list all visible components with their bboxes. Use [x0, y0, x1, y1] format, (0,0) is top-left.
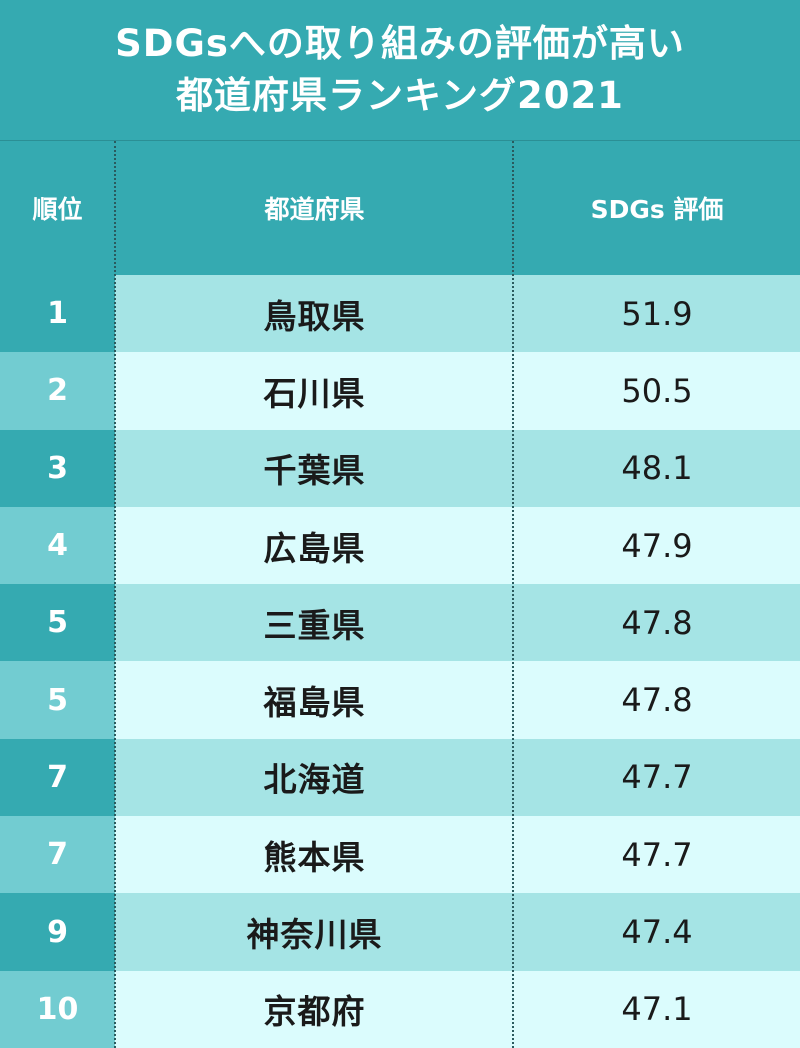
table-row: 5 三重県 47.8: [0, 584, 800, 662]
title-line-2: 都道府県ランキング2021: [176, 74, 624, 117]
table-row: 7 熊本県 47.7: [0, 816, 800, 894]
score-cell: 47.8: [621, 603, 693, 642]
chart-title: SDGsへの取り組みの評価が高い 都道府県ランキング2021: [0, 0, 800, 141]
prefecture-cell: 石川県: [263, 373, 366, 413]
header-rank: 順位: [32, 195, 83, 224]
title-line-1: SDGsへの取り組みの評価が高い: [115, 22, 685, 65]
score-cell: 47.8: [621, 681, 693, 720]
score-cell: 47.7: [621, 758, 693, 797]
score-cell: 48.1: [621, 449, 693, 488]
table-row: 9 神奈川県 47.4: [0, 893, 800, 971]
table-row: 3 千葉県 48.1: [0, 429, 800, 507]
rank-cell: 10: [0, 970, 115, 1048]
table-row: 2 石川県 50.5: [0, 352, 800, 430]
prefecture-cell: 北海道: [263, 760, 366, 800]
prefecture-cell: 福島県: [263, 683, 366, 723]
column-divider-1: [114, 141, 116, 1048]
score-cell: 47.1: [621, 990, 693, 1029]
rank-cell: 7: [0, 738, 115, 817]
score-cell: 47.4: [621, 913, 693, 952]
table-row: 7 北海道 47.7: [0, 738, 800, 817]
rank-cell: 3: [0, 429, 115, 507]
score-cell: 47.9: [621, 526, 693, 565]
table-row: 1 鳥取県 51.9: [0, 275, 800, 353]
rank-cell: 9: [0, 893, 115, 971]
prefecture-cell: 千葉県: [263, 451, 366, 491]
prefecture-cell: 神奈川県: [246, 915, 383, 955]
rank-cell: 7: [0, 816, 115, 894]
table-row: 4 広島県 47.9: [0, 506, 800, 585]
header-score: SDGs 評価: [590, 195, 724, 224]
table-header: 順位 都道府県 SDGs 評価: [0, 141, 800, 275]
header-prefecture: 都道府県: [264, 195, 365, 224]
table-row: 5 福島県 47.8: [0, 661, 800, 739]
prefecture-cell: 熊本県: [263, 837, 366, 877]
rank-cell: 5: [0, 661, 115, 739]
table-body: 1 鳥取県 51.9 2 石川県 50.5 3 千葉県 48.1 4 広島県 47.9 5 三重県 47.8…: [0, 275, 800, 1048]
prefecture-cell: 鳥取県: [263, 296, 366, 336]
table-row: 10 京都府 47.1: [0, 970, 800, 1048]
prefecture-cell: 京都府: [263, 992, 366, 1032]
rank-cell: 2: [0, 352, 115, 430]
prefecture-cell: 広島県: [263, 528, 366, 568]
rank-cell: 5: [0, 584, 115, 662]
score-cell: 51.9: [621, 294, 693, 333]
column-divider-2: [512, 141, 514, 1048]
score-cell: 50.5: [621, 371, 693, 410]
rank-cell: 1: [0, 275, 115, 353]
prefecture-cell: 三重県: [263, 605, 366, 645]
score-cell: 47.7: [621, 835, 693, 874]
rank-cell: 4: [0, 506, 115, 585]
